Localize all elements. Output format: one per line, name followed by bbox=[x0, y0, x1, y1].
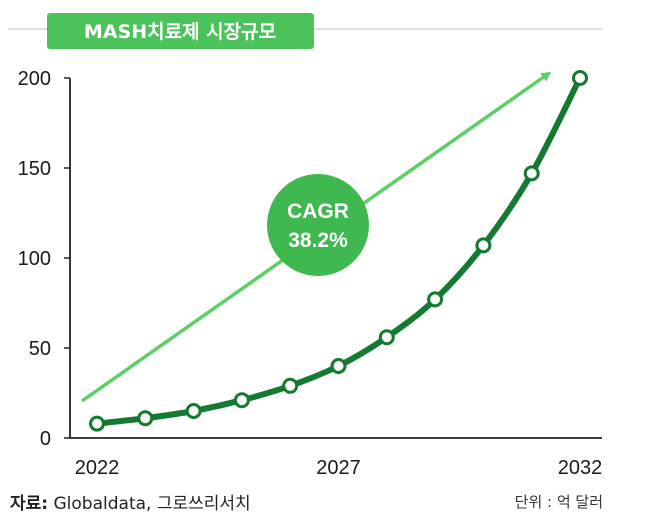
y-tick-label: 0 bbox=[40, 428, 51, 450]
y-tick-label: 100 bbox=[18, 248, 51, 270]
y-tick-label: 50 bbox=[29, 338, 51, 360]
data-point-marker bbox=[427, 291, 444, 308]
cagr-circle bbox=[267, 174, 369, 276]
y-tick-label: 150 bbox=[18, 158, 51, 180]
data-point-marker bbox=[282, 377, 299, 394]
source-label: 자료: bbox=[10, 494, 49, 514]
x-tick-label: 2022 bbox=[75, 457, 120, 479]
chart-title: MASH치료제 시장규모 bbox=[84, 21, 276, 43]
data-point-marker bbox=[330, 358, 347, 374]
series-line bbox=[94, 75, 583, 427]
unit-note: 단위 : 억 달러 bbox=[514, 493, 603, 511]
data-point-marker bbox=[185, 403, 202, 419]
cagr-value: 38.2% bbox=[288, 229, 348, 252]
data-point-marker bbox=[89, 415, 105, 432]
x-tick-label: 2027 bbox=[316, 457, 361, 479]
title-badge: MASH치료제 시장규모 bbox=[47, 13, 314, 49]
x-tick-label: 2032 bbox=[558, 457, 603, 479]
data-point-marker bbox=[572, 70, 588, 86]
source-text: Globaldata, 그로쓰리서치 bbox=[53, 494, 251, 514]
title-badge-background bbox=[47, 13, 314, 49]
data-point-marker bbox=[378, 329, 395, 346]
source-note: 자료: Globaldata, 그로쓰리서치 bbox=[10, 489, 251, 514]
cagr-badge: CAGR 38.2% bbox=[267, 174, 369, 276]
data-point-marker bbox=[523, 165, 540, 182]
y-tick-label: 200 bbox=[18, 68, 51, 90]
series-markers bbox=[89, 70, 588, 432]
data-point-marker bbox=[233, 392, 250, 409]
x-axis-ticks: 2022 2027 2032 bbox=[75, 457, 603, 479]
data-point-marker bbox=[475, 237, 492, 254]
cagr-label: CAGR bbox=[287, 200, 349, 223]
y-axis-ticks: 0 50 100 150 200 bbox=[18, 68, 70, 450]
data-point-marker bbox=[137, 410, 154, 427]
